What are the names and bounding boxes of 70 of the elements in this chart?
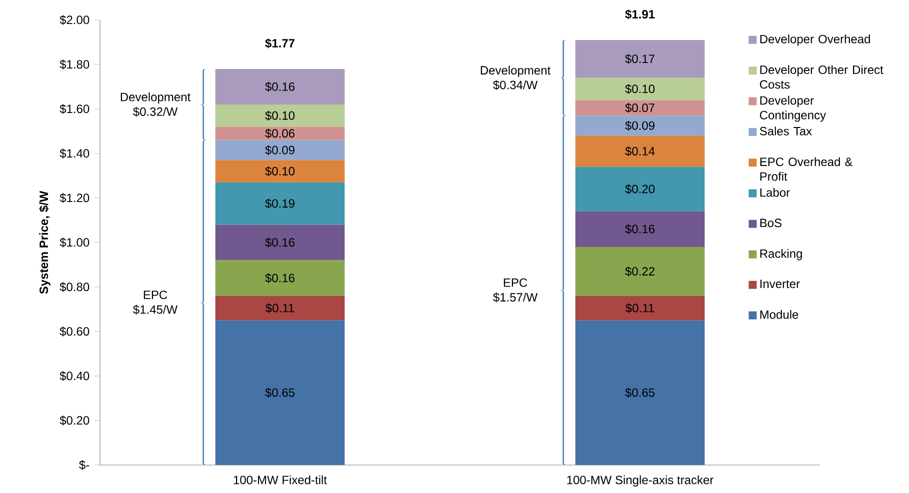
y-tick-label: $1.20 — [60, 193, 90, 203]
bar — [575, 320, 705, 465]
y-axis-title: System Price, $/W — [39, 190, 50, 294]
bar — [575, 100, 705, 116]
y-tick-label: $1.00 — [60, 238, 90, 248]
y-tick-label: $0.20 — [60, 416, 90, 426]
data-label: $0.16 — [265, 273, 294, 283]
total-label: $1.91 — [625, 10, 655, 20]
legend-label: Developer Other Direct Costs — [760, 65, 884, 89]
bar — [215, 104, 345, 127]
data-label: $0.19 — [265, 198, 294, 208]
y-tick-label: $1.80 — [60, 60, 90, 70]
bar — [215, 296, 345, 320]
bar — [215, 260, 345, 296]
data-label: $0.09 — [625, 120, 654, 131]
data-label: $0.16 — [625, 224, 654, 234]
bar — [575, 246, 705, 296]
y-tick-label: $- — [79, 460, 90, 470]
data-label: $0.65 — [625, 388, 655, 398]
annotation: Development $0.34/W — [480, 66, 550, 90]
data-label: $0.10 — [265, 110, 295, 121]
data-label: $0.16 — [265, 82, 294, 92]
data-label: $0.10 — [625, 84, 655, 94]
bar — [215, 68, 345, 105]
bar — [575, 211, 705, 247]
data-label: $0.09 — [265, 145, 294, 156]
bar — [575, 296, 705, 320]
bar — [215, 320, 345, 465]
data-label: $0.07 — [625, 103, 654, 113]
annotation: EPC $1.57/W — [493, 278, 538, 302]
bar — [215, 182, 345, 225]
legend-label: Developer Contingency — [760, 96, 826, 122]
x-tick-label: 100-MW Fixed-tilt — [234, 475, 327, 484]
x-tick-label: 100-MW Single-axis tracker — [567, 475, 714, 487]
data-label: $0.20 — [625, 184, 655, 194]
data-label: $0.14 — [625, 146, 655, 156]
legend-label: Racking — [760, 249, 802, 260]
y-tick-label: $0.40 — [60, 371, 90, 381]
bar — [575, 116, 705, 136]
legend-label: Module — [760, 310, 798, 319]
legend-label: Developer Overhead — [760, 34, 870, 46]
data-label: $0.11 — [626, 303, 654, 313]
bar — [575, 136, 705, 167]
annotation: Development $0.32/W — [120, 92, 190, 117]
annotation: EPC $1.45/W — [133, 290, 178, 315]
data-label: $0.10 — [265, 166, 295, 176]
data-label: $0.17 — [625, 54, 654, 64]
y-tick-label: $1.40 — [60, 148, 90, 158]
y-tick-label: $0.80 — [60, 282, 90, 292]
total-label: $1.77 — [265, 38, 294, 48]
y-tick-label: $1.60 — [60, 104, 90, 114]
legend-label: Labor — [760, 188, 790, 197]
legend-label: Sales Tax — [760, 126, 812, 136]
y-tick-label: $2.00 — [60, 15, 90, 25]
data-label: $0.16 — [265, 238, 294, 248]
bar — [215, 140, 345, 160]
bar — [575, 166, 705, 212]
bar — [575, 40, 705, 78]
bar — [215, 224, 345, 260]
data-label: $0.11 — [266, 303, 294, 313]
bar — [575, 78, 705, 100]
y-tick-label: $0.60 — [60, 326, 90, 336]
legend-label: BoS — [760, 218, 782, 228]
data-label: $0.65 — [265, 388, 295, 398]
bar — [215, 126, 345, 140]
data-label: $0.06 — [265, 128, 294, 138]
legend-label: Inverter — [760, 280, 800, 288]
legend-label: EPC Overhead & Profit — [760, 157, 853, 181]
data-label: $0.22 — [625, 266, 654, 276]
bar — [215, 160, 345, 182]
